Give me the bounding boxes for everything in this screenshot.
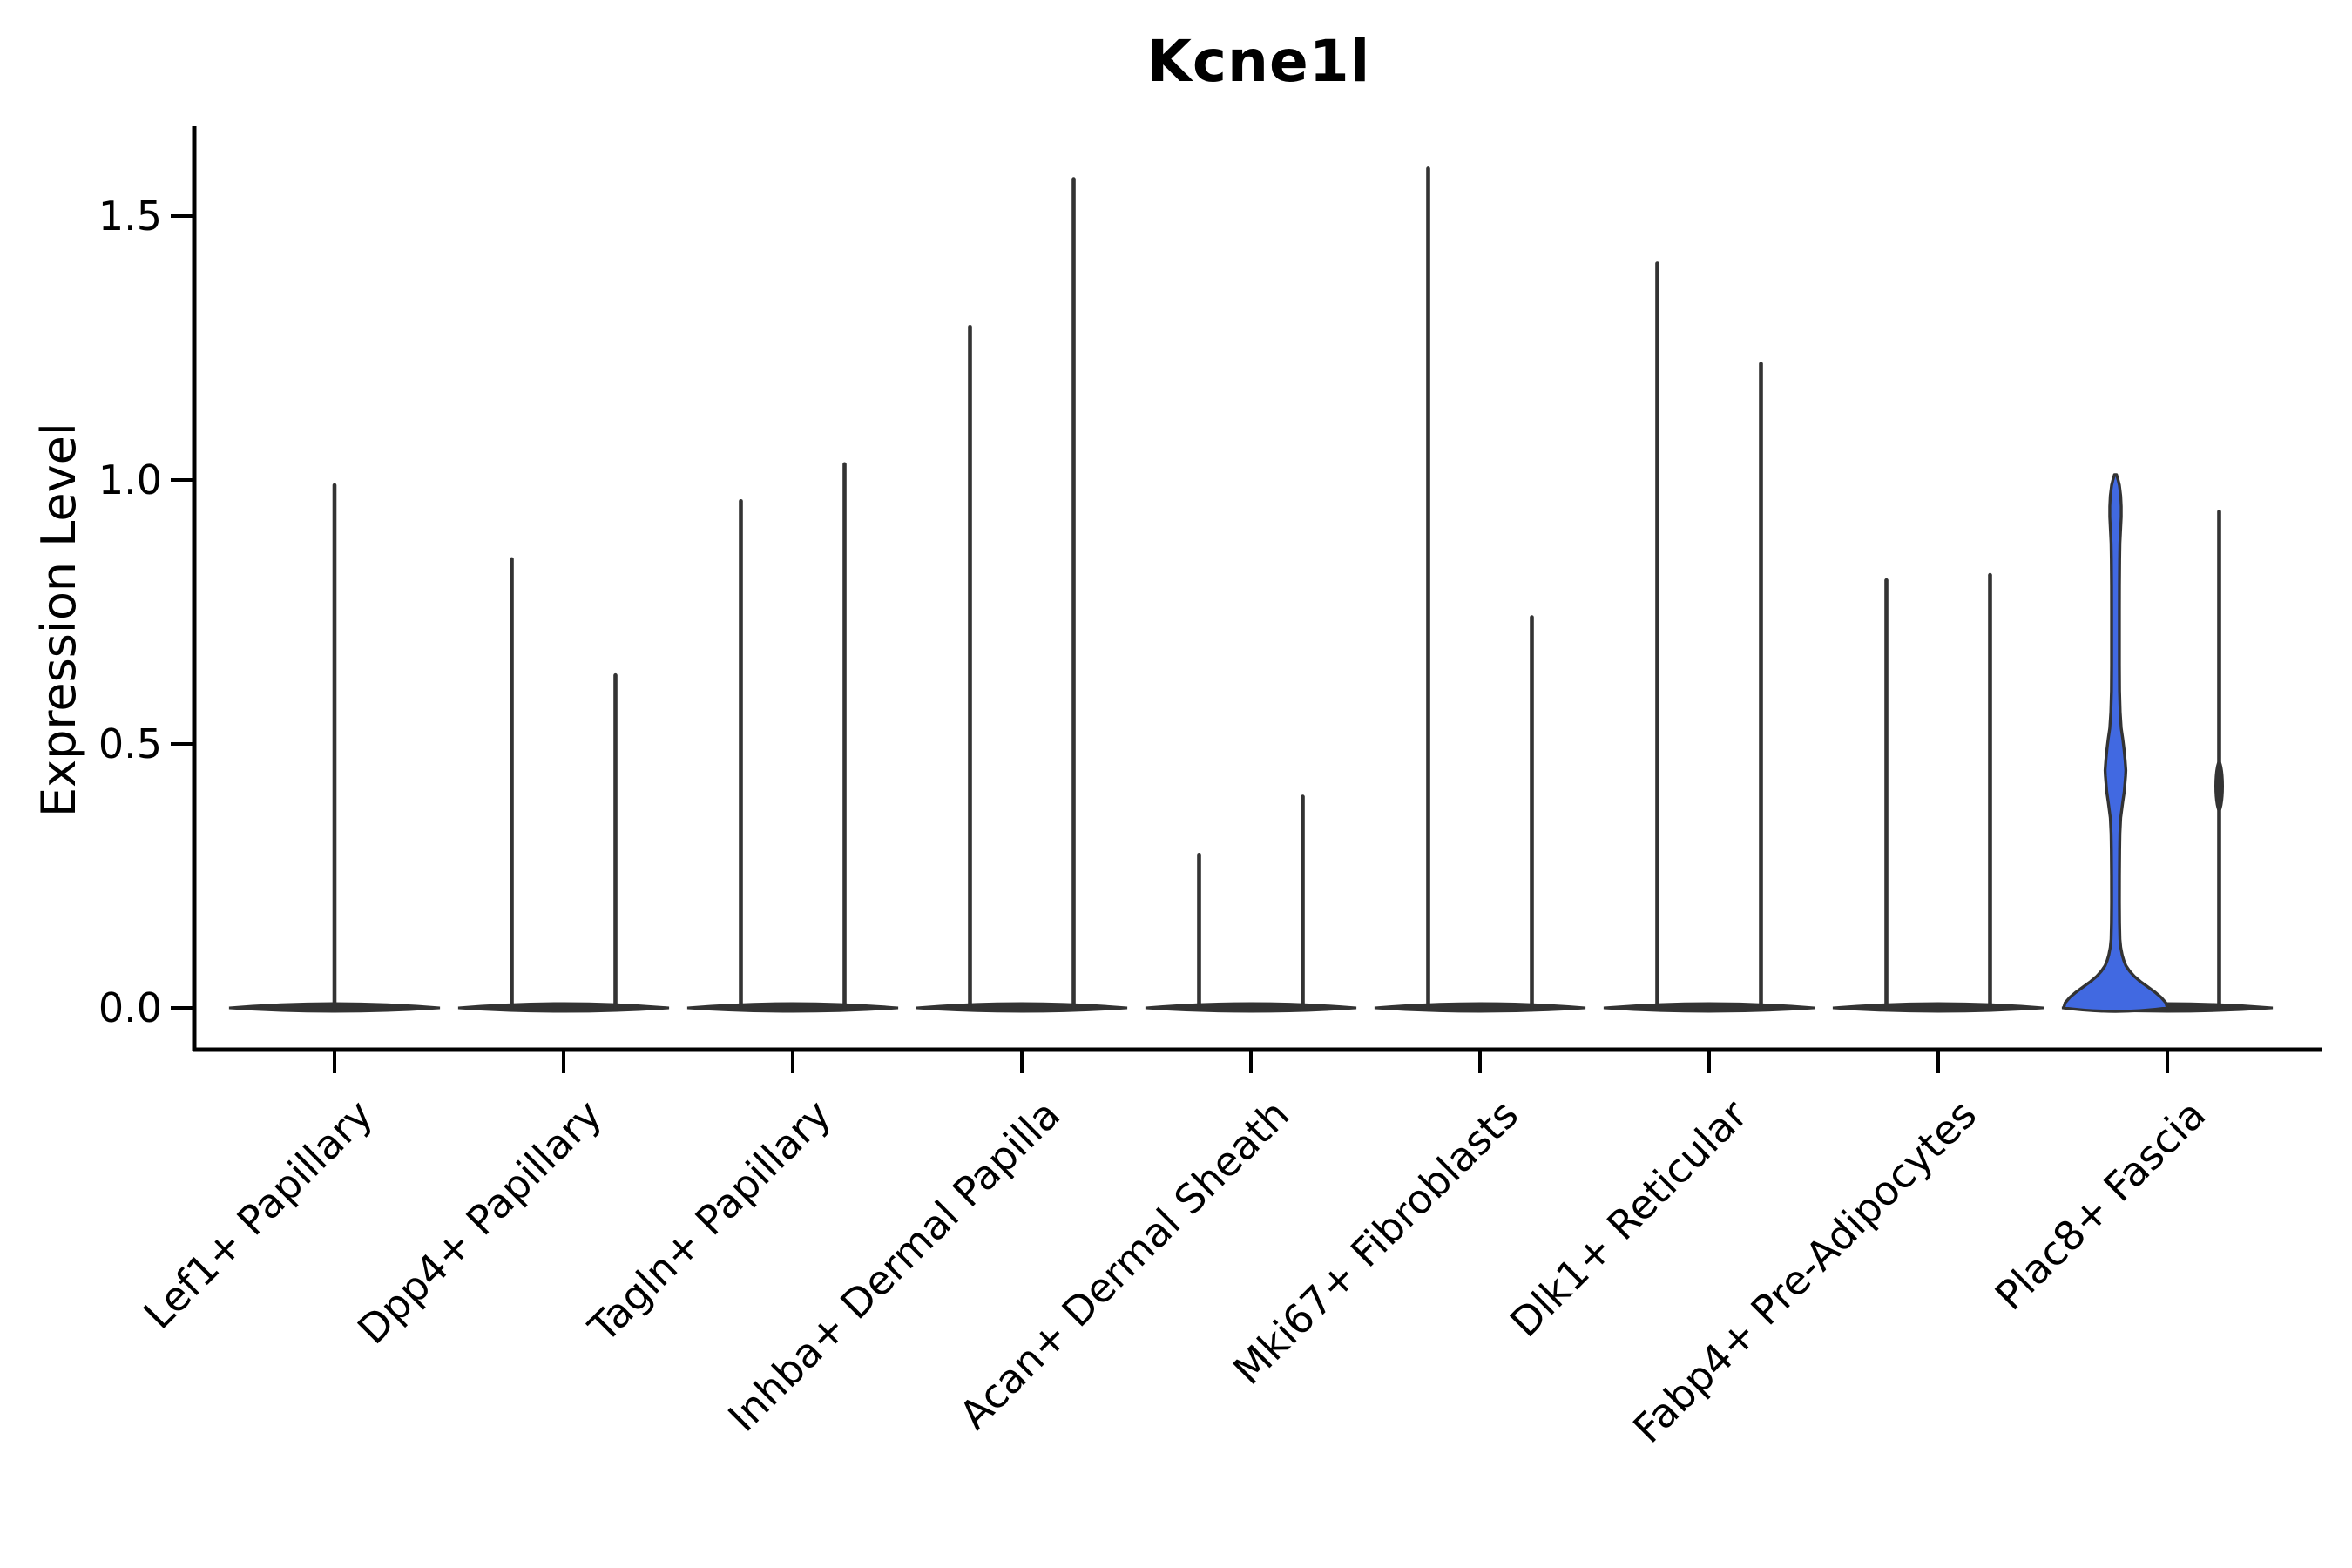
- violin-baseline: [686, 1002, 899, 1013]
- y-tick-label: 1.5: [98, 193, 162, 240]
- chart-title: Kcne1l: [1146, 28, 1371, 95]
- violin-spike-bulge: [2214, 760, 2224, 813]
- y-tick-label: 1.0: [98, 456, 162, 504]
- violin-baseline: [1374, 1002, 1586, 1013]
- violin-baseline: [1145, 1002, 1357, 1013]
- violin-baseline: [457, 1002, 670, 1013]
- y-tick-label: 0.0: [98, 984, 162, 1031]
- violin-body-highlighted: [2062, 473, 2169, 1013]
- violin-baseline: [1603, 1002, 1815, 1013]
- violin-baseline: [1832, 1002, 2044, 1013]
- violin-baseline: [916, 1002, 1128, 1013]
- y-tick-label: 0.5: [98, 720, 162, 767]
